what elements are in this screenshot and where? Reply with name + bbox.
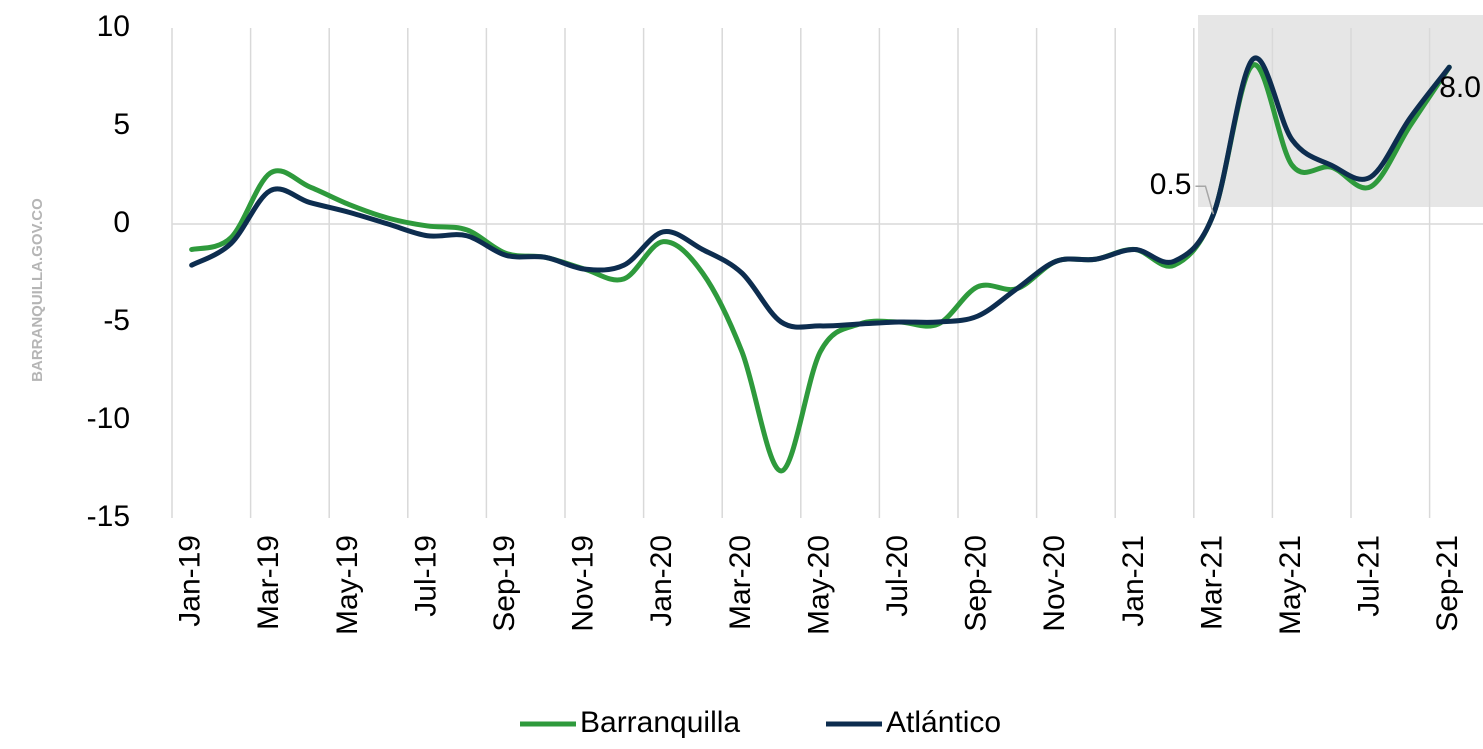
y-tick-label: 10 [97,10,130,43]
watermark: BARRANQUILLA.GOV.CO [29,198,46,382]
background-layer [1198,15,1483,207]
x-tick-group: Jan-20 [645,535,678,627]
x-tick-group: Nov-20 [1038,535,1071,632]
x-tick-group: Sep-20 [960,535,993,632]
x-tick-label: Jan-19 [174,535,207,627]
data-label: 8.0 [1439,71,1481,104]
x-tick-group: May-19 [331,535,364,635]
data-label: 0.5 [1150,168,1192,201]
x-tick-group: Nov-19 [567,535,600,632]
x-tick-label: May-20 [802,535,835,635]
x-tick-group: Jul-21 [1353,535,1386,617]
y-tick-label: 5 [113,108,130,141]
x-tick-label: Nov-20 [1038,535,1071,632]
x-tick-label: Sep-21 [1431,535,1464,632]
x-tick-label: Jan-21 [1117,535,1150,627]
y-tick-label: -5 [103,304,130,337]
x-tick-group: Jul-20 [881,535,914,617]
x-tick-group: Mar-21 [1195,535,1228,630]
x-tick-label: Sep-19 [488,535,521,632]
series-line [189,55,1452,330]
leader-line [1195,185,1215,215]
x-tick-label: Nov-19 [567,535,600,632]
x-tick-label: May-19 [331,535,364,635]
legend-label: Barranquilla [580,706,740,739]
x-tick-label: Jul-19 [409,535,442,617]
x-tick-label: Jan-20 [645,535,678,627]
x-tick-label: Mar-19 [252,535,285,630]
x-tick-group: Mar-19 [252,535,285,630]
y-tick-label: -15 [87,500,130,533]
y-tick-label: 0 [113,206,130,239]
x-tick-group: May-21 [1274,535,1307,635]
y-tick-label: -10 [87,402,130,435]
x-tick-group: May-20 [802,535,835,635]
x-tick-group: Sep-21 [1431,535,1464,632]
x-tick-label: Mar-20 [724,535,757,630]
x-tick-label: May-21 [1274,535,1307,635]
x-tick-label: Sep-20 [960,535,993,632]
legend-label: Atlántico [886,706,1001,739]
watermark-group: BARRANQUILLA.GOV.CO [29,198,46,382]
x-tick-group: Mar-20 [724,535,757,630]
x-tick-label: Jul-21 [1353,535,1386,617]
x-tick-group: Jan-19 [174,535,207,627]
highlight-region [1198,15,1483,207]
series-line [189,62,1452,474]
x-tick-group: Sep-19 [488,535,521,632]
x-tick-group: Jul-19 [409,535,442,617]
x-tick-label: Jul-20 [881,535,914,617]
x-tick-group: Jan-21 [1117,535,1150,627]
x-tick-label: Mar-21 [1195,535,1228,630]
